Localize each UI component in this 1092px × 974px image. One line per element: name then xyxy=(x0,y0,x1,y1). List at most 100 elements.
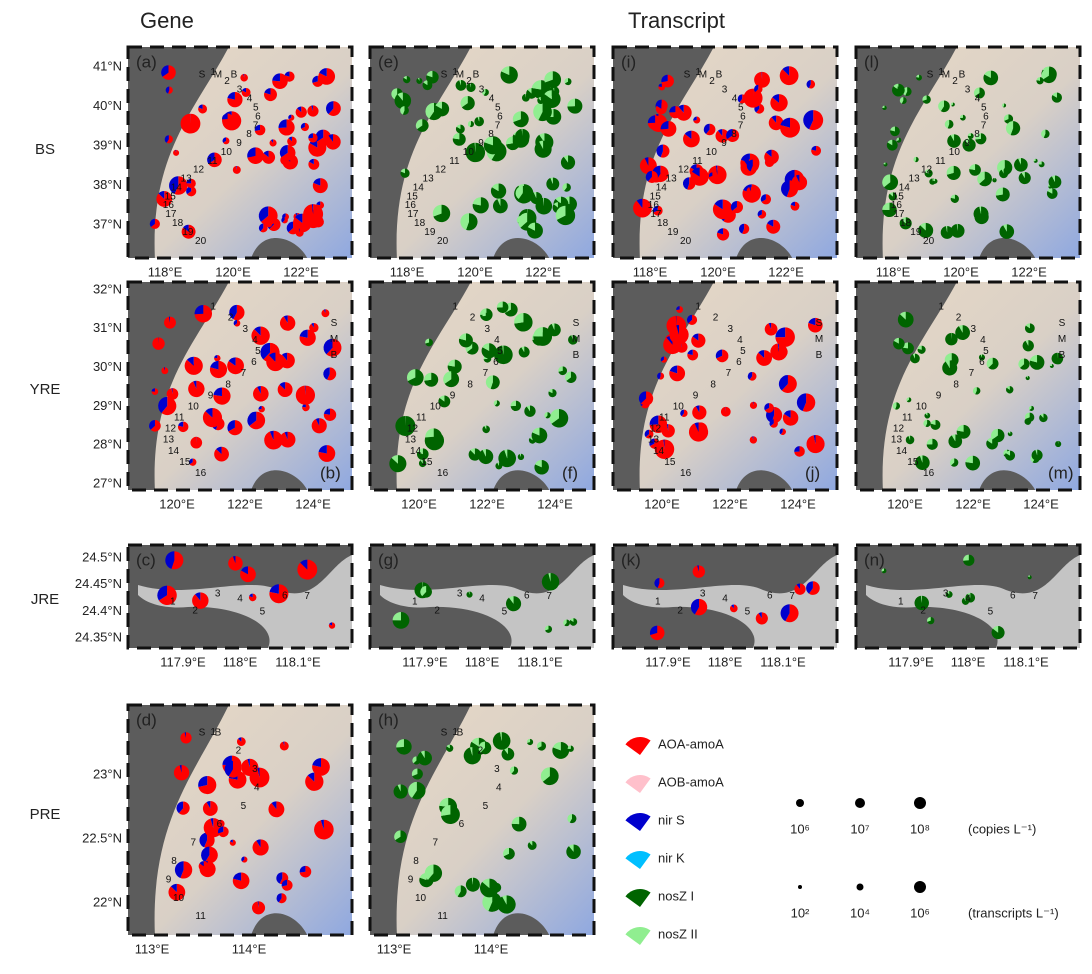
y-tick-label: 31°N xyxy=(93,320,122,335)
map-panel xyxy=(128,47,352,258)
y-tick-label: 23°N xyxy=(93,766,122,781)
station-label: 4 xyxy=(247,94,253,105)
depth-label: S xyxy=(927,70,934,81)
x-tick-label: 113°E xyxy=(135,941,170,956)
station-label: 9 xyxy=(936,390,942,401)
station-label: 9 xyxy=(721,138,727,149)
x-tick-label: 118.1°E xyxy=(760,654,806,669)
depth-label: B xyxy=(331,350,338,361)
y-tick-label: 24.4°N xyxy=(82,603,122,618)
station-label: 7 xyxy=(1032,591,1038,602)
map-panel xyxy=(613,47,837,258)
size-key xyxy=(914,797,926,809)
station-label: 2 xyxy=(236,746,242,757)
station-label: 3 xyxy=(215,588,221,599)
station-label: 19 xyxy=(667,227,679,238)
station-label: 5 xyxy=(502,606,508,617)
station-label: 1 xyxy=(412,596,418,607)
x-tick-label: 114°E xyxy=(232,941,267,956)
pie-slice xyxy=(792,175,808,191)
x-tick-label: 113°E xyxy=(377,941,412,956)
pie-slice xyxy=(296,386,315,405)
x-tick-label: 114°E xyxy=(474,941,509,956)
y-tick-label: 28°N xyxy=(93,437,122,452)
depth-label: M xyxy=(942,70,950,81)
station-label: 10 xyxy=(916,401,928,412)
size-key xyxy=(857,884,864,891)
panel-letter: (a) xyxy=(136,52,157,71)
y-tick-label: 24.45°N xyxy=(75,576,122,591)
y-tick-label: 29°N xyxy=(93,398,122,413)
x-tick-label: 118.1°E xyxy=(517,654,563,669)
station-label: 19 xyxy=(182,227,194,238)
panel-letter: (e) xyxy=(378,52,399,71)
pie-slice xyxy=(152,337,164,349)
station-label: 2 xyxy=(920,606,926,617)
x-tick-label: 120°E xyxy=(943,264,979,279)
station-label: 3 xyxy=(479,85,485,96)
station-label: 10 xyxy=(188,401,200,412)
pie-slice xyxy=(794,584,805,595)
station-label: 8 xyxy=(467,379,473,390)
station-label: 4 xyxy=(479,593,485,604)
y-tick-label: 39°N xyxy=(93,137,122,152)
depth-label: S xyxy=(684,70,691,81)
station-label: 7 xyxy=(738,120,744,131)
y-tick-label: 22°N xyxy=(93,894,122,909)
depth-label: M xyxy=(214,70,222,81)
station-label: 2 xyxy=(224,76,230,87)
legend-label: AOB-amoA xyxy=(658,774,724,789)
x-tick-label: 118°E xyxy=(633,264,668,279)
legend-swatch xyxy=(625,927,650,945)
depth-label: B xyxy=(716,70,723,81)
station-label: 2 xyxy=(713,313,719,324)
pie-slice xyxy=(548,323,561,336)
pie-slice xyxy=(474,117,484,127)
station-label: 3 xyxy=(700,588,706,599)
panel-letter: (b) xyxy=(320,463,341,482)
pie-slice xyxy=(312,418,327,433)
x-tick-label: 120°E xyxy=(457,264,493,279)
legend-label: AOA-amoA xyxy=(658,736,724,751)
pie-slice xyxy=(173,150,179,156)
station-label: 8 xyxy=(731,129,737,140)
station-label: 20 xyxy=(437,236,449,247)
station-label: 5 xyxy=(497,346,503,357)
panel-letter: (c) xyxy=(136,550,156,569)
station-label: 8 xyxy=(974,129,980,140)
map-panel xyxy=(128,282,352,490)
station-label: 7 xyxy=(253,120,259,131)
station-label: 4 xyxy=(965,593,971,604)
station-label: 12 xyxy=(650,424,662,435)
station-label: 8 xyxy=(488,129,494,140)
legend-label: nir S xyxy=(658,812,685,827)
pie-slice xyxy=(180,732,191,743)
station-label: 7 xyxy=(304,591,310,602)
size-label: 10⁸ xyxy=(910,821,930,836)
station-label: 10 xyxy=(415,893,427,904)
pie-slice xyxy=(561,155,575,169)
station-label: 3 xyxy=(237,85,243,96)
x-tick-label: 122°E xyxy=(469,496,505,511)
station-label: 16 xyxy=(680,468,692,479)
station-label: 9 xyxy=(236,138,242,149)
station-label: 6 xyxy=(979,357,985,368)
station-label: 6 xyxy=(1010,591,1016,602)
station-label: 6 xyxy=(736,357,742,368)
station-label: 7 xyxy=(191,838,197,849)
x-tick-label: 120°E xyxy=(887,496,923,511)
row-label: JRE xyxy=(31,591,59,608)
legend-swatch xyxy=(625,851,650,869)
y-tick-label: 30°N xyxy=(93,359,122,374)
pie-slice xyxy=(974,206,989,221)
station-label: 4 xyxy=(980,335,986,346)
station-label: 14 xyxy=(410,446,422,457)
pie-slice xyxy=(164,317,176,329)
station-label: 11 xyxy=(437,911,448,922)
station-label: 1 xyxy=(695,302,701,313)
y-tick-label: 32°N xyxy=(93,281,122,296)
x-tick-label: 122°E xyxy=(283,264,319,279)
station-label: 10 xyxy=(430,401,442,412)
pie-slice xyxy=(502,748,515,761)
station-label: 1 xyxy=(210,302,216,313)
